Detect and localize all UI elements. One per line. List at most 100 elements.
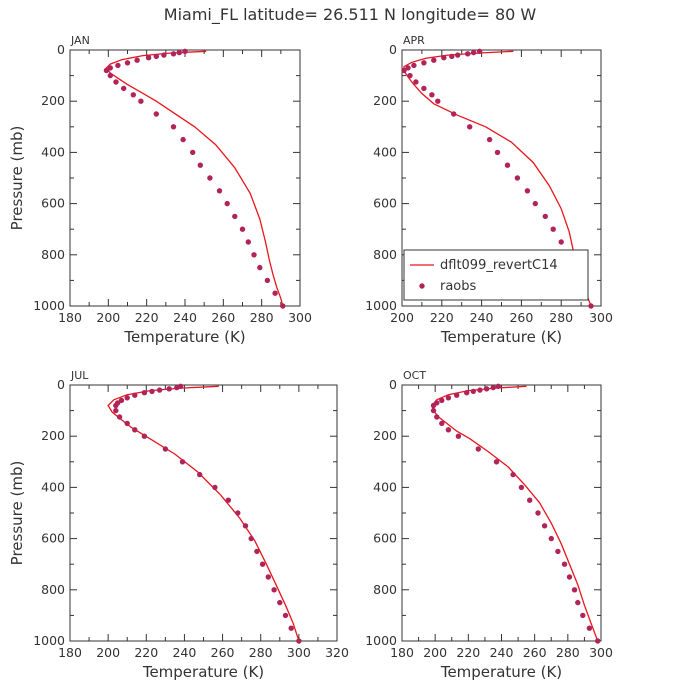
raobs-point — [429, 92, 435, 98]
raobs-point — [514, 175, 521, 181]
raobs-point — [405, 65, 411, 71]
x-tick-label: 200 — [96, 645, 120, 660]
raobs-point — [107, 65, 114, 71]
raobs-point — [124, 420, 130, 427]
raobs-point — [116, 414, 123, 420]
raobs-point — [451, 111, 457, 117]
raobs-point — [421, 85, 427, 92]
y-tick-label: 200 — [41, 428, 65, 443]
raobs-point — [141, 433, 148, 439]
raobs-point — [454, 392, 460, 398]
raobs-point — [524, 188, 531, 194]
raobs-point — [113, 407, 119, 414]
raobs-point — [441, 55, 447, 61]
raobs-point — [470, 388, 476, 395]
raobs-point — [586, 625, 593, 631]
figure-title: Miami_FL latitude= 26.511 N longitude= 8… — [164, 5, 537, 25]
raobs-point — [134, 57, 140, 63]
raobs-point — [182, 48, 188, 54]
raobs-point — [566, 574, 573, 580]
raobs-point — [550, 226, 556, 232]
panels: JAN 180 200 220 240 260 280 300 0 200 400 600 800 100… — [8, 34, 613, 681]
raobs-point — [138, 98, 144, 104]
raobs-point — [548, 535, 554, 542]
raobs-point — [156, 387, 163, 393]
raobs-point — [470, 49, 477, 56]
raobs-point — [242, 523, 249, 529]
raobs-point — [282, 612, 289, 619]
panel-title: APR — [403, 34, 425, 47]
raobs-point — [232, 213, 238, 220]
x-tick-label: 240 — [470, 310, 494, 325]
y-tick-label: 1000 — [365, 633, 397, 648]
raobs-point — [449, 53, 455, 60]
raobs-point — [288, 625, 294, 631]
plot-frame — [401, 384, 602, 642]
raobs-point — [264, 277, 271, 284]
y-tick-label: 0 — [57, 377, 65, 392]
raobs-point — [490, 384, 496, 391]
raobs-point — [207, 175, 213, 181]
raobs-point — [212, 484, 218, 491]
y-tick-label: 400 — [373, 479, 397, 494]
x-tick-label: 300 — [288, 310, 312, 325]
x-tick-label: 260 — [523, 645, 547, 660]
raobs-point — [265, 574, 271, 580]
y-tick-label: 0 — [389, 42, 397, 57]
raobs-point — [430, 407, 437, 414]
x-tick-label: 240 — [172, 645, 196, 660]
raobs-point — [580, 612, 586, 619]
panel-jul: JUL 180 200 220 240 260 280 300 320 0 200 400 600 800… — [8, 369, 349, 681]
x-tick-label: 240 — [173, 310, 197, 325]
raobs-point — [162, 446, 169, 452]
panel-apr: APR 200 220 240 260 280 300 0 200 400 600 800 1000 Te… — [365, 34, 613, 346]
x-tick-label: 200 — [390, 310, 414, 325]
y-tick-label: 400 — [41, 144, 65, 159]
x-tick-label: 180 — [58, 310, 82, 325]
raobs-point — [257, 264, 263, 271]
raobs-point — [465, 51, 471, 57]
raobs-point — [477, 387, 483, 393]
raobs-point — [121, 85, 127, 92]
y-tick-label: 400 — [41, 479, 65, 494]
legend-box — [403, 249, 589, 301]
raobs-point — [145, 55, 152, 61]
raobs-point — [495, 383, 501, 389]
raobs-point — [535, 510, 541, 516]
raobs-point — [141, 390, 148, 396]
x-tick-label: 260 — [211, 645, 235, 660]
y-tick-label: 1000 — [33, 298, 65, 313]
y-tick-label: 800 — [41, 582, 65, 597]
raobs-point — [401, 67, 407, 74]
raobs-point — [216, 188, 223, 194]
raobs-point — [225, 497, 231, 503]
raobs-point — [245, 239, 251, 245]
x-tick-label: 220 — [430, 310, 454, 325]
panel-jan: JAN 180 200 220 240 260 280 300 0 200 400 600 800 100… — [8, 34, 312, 346]
raobs-point — [170, 124, 177, 130]
panel-title: OCT — [403, 369, 426, 382]
raobs-point — [174, 384, 180, 391]
raobs-point — [407, 72, 413, 79]
x-tick-label: 280 — [556, 645, 580, 660]
raobs-point — [190, 149, 196, 156]
raobs-point — [130, 92, 136, 98]
y-tick-label: 1000 — [33, 633, 65, 648]
raobs-point — [467, 124, 473, 130]
y-tick-label: 0 — [57, 42, 65, 57]
raobs-point — [475, 446, 481, 452]
x-axis-label: Temperature (K) — [123, 328, 245, 346]
raobs-point — [588, 303, 594, 309]
plot-frame — [69, 384, 338, 642]
raobs-point — [595, 638, 601, 644]
model-line-apr — [403, 50, 592, 306]
y-tick-label: 200 — [373, 428, 397, 443]
x-tick-label: 200 — [96, 310, 120, 325]
raobs-point — [107, 72, 114, 79]
raobs-point — [527, 497, 533, 503]
x-tick-label: 220 — [134, 645, 158, 660]
raobs-point — [132, 427, 138, 433]
x-axis-label: Temperature (K) — [440, 328, 562, 346]
y-tick-label: 600 — [373, 196, 397, 211]
